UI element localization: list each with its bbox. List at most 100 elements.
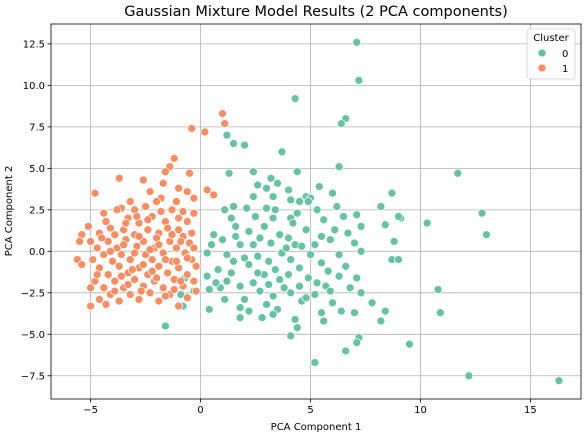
point-cluster-1 — [145, 245, 155, 255]
point-cluster-1 — [154, 261, 164, 271]
point-cluster-0 — [248, 240, 258, 250]
point-cluster-0 — [310, 358, 320, 367]
point-cluster-0 — [222, 276, 232, 286]
point-cluster-0 — [325, 286, 335, 296]
point-cluster-1 — [125, 290, 135, 299]
point-cluster-1 — [130, 248, 139, 258]
point-cluster-0 — [268, 310, 278, 319]
point-cluster-1 — [106, 223, 115, 233]
point-cluster-0 — [422, 218, 432, 228]
point-cluster-0 — [334, 271, 344, 281]
point-cluster-0 — [277, 147, 287, 157]
chart-title: Gaussian Mixture Model Results (2 PCA co… — [124, 4, 508, 20]
point-cluster-0 — [334, 250, 344, 259]
point-cluster-0 — [433, 285, 443, 294]
point-cluster-1 — [139, 175, 148, 185]
point-cluster-1 — [182, 293, 192, 303]
point-cluster-0 — [202, 248, 212, 258]
point-cluster-1 — [158, 283, 168, 293]
point-cluster-1 — [174, 301, 183, 311]
point-cluster-0 — [284, 270, 293, 279]
point-cluster-0 — [284, 233, 293, 243]
point-cluster-0 — [235, 313, 245, 323]
point-cluster-1 — [77, 260, 87, 269]
point-cluster-1 — [88, 255, 98, 264]
point-cluster-1 — [114, 261, 124, 271]
point-cluster-0 — [339, 212, 348, 221]
point-cluster-0 — [273, 178, 282, 188]
point-cluster-0 — [356, 288, 366, 298]
point-cluster-0 — [356, 222, 366, 231]
point-cluster-0 — [251, 212, 260, 221]
point-cluster-0 — [275, 230, 285, 240]
y-tick-label: −7.5 — [21, 371, 45, 382]
point-cluster-1 — [189, 276, 199, 286]
point-cluster-1 — [145, 288, 155, 298]
point-cluster-1 — [147, 266, 157, 276]
point-cluster-0 — [257, 313, 267, 323]
point-cluster-1 — [110, 286, 120, 296]
point-cluster-0 — [341, 346, 351, 356]
point-cluster-0 — [266, 173, 276, 183]
point-cluster-0 — [262, 183, 271, 193]
point-cluster-1 — [136, 286, 146, 296]
point-cluster-1 — [182, 187, 192, 196]
point-cluster-1 — [125, 197, 135, 206]
point-cluster-0 — [352, 338, 362, 347]
point-cluster-0 — [281, 243, 291, 253]
point-cluster-1 — [174, 225, 183, 235]
point-cluster-1 — [106, 246, 115, 256]
point-cluster-0 — [312, 205, 322, 215]
x-tick-label: 10 — [414, 405, 427, 416]
point-cluster-0 — [218, 235, 227, 245]
point-cluster-1 — [134, 295, 144, 304]
legend-marker-1 — [537, 63, 547, 73]
point-cluster-1 — [86, 283, 95, 293]
point-cluster-0 — [244, 306, 254, 316]
point-cluster-1 — [161, 291, 170, 301]
point-cluster-0 — [328, 188, 337, 198]
point-cluster-0 — [270, 265, 280, 274]
point-cluster-1 — [163, 268, 172, 278]
point-cluster-0 — [482, 230, 491, 240]
point-cluster-0 — [317, 232, 326, 241]
point-cluster-0 — [244, 260, 254, 269]
point-cluster-1 — [218, 109, 227, 118]
point-cluster-1 — [114, 296, 124, 306]
point-cluster-0 — [255, 233, 265, 243]
point-cluster-0 — [244, 227, 254, 236]
point-cluster-0 — [288, 218, 298, 228]
plot-frame — [50, 23, 582, 400]
point-cluster-0 — [554, 376, 564, 386]
point-cluster-0 — [248, 167, 258, 177]
point-cluster-0 — [290, 315, 300, 324]
point-cluster-1 — [128, 265, 137, 274]
point-cluster-1 — [202, 185, 212, 195]
point-cluster-0 — [231, 222, 241, 231]
point-cluster-0 — [394, 212, 403, 221]
point-cluster-0 — [235, 303, 245, 313]
point-cluster-1 — [176, 237, 186, 246]
axis-ticks: −5 0 5 10 15 −7.5 −5.0 −2.5 0.0 2.5 5.0 7.5 10.0 12.5 — [21, 39, 537, 416]
point-cluster-0 — [286, 288, 296, 298]
point-cluster-0 — [268, 192, 278, 201]
point-cluster-1 — [185, 168, 194, 178]
point-cluster-0 — [310, 290, 320, 299]
point-cluster-1 — [174, 213, 183, 223]
point-cluster-0 — [248, 278, 258, 288]
point-cluster-0 — [220, 205, 230, 215]
point-cluster-1 — [99, 283, 109, 293]
point-cluster-1 — [189, 208, 199, 218]
point-cluster-1 — [101, 300, 111, 309]
point-cluster-0 — [226, 268, 236, 278]
point-cluster-0 — [226, 213, 236, 223]
point-cluster-1 — [167, 205, 177, 215]
point-cluster-0 — [323, 266, 333, 276]
point-cluster-1 — [132, 212, 142, 221]
y-tick-label: −5.0 — [21, 330, 45, 341]
point-cluster-1 — [182, 217, 192, 226]
point-cluster-1 — [121, 218, 131, 228]
point-cluster-0 — [310, 240, 320, 250]
point-cluster-1 — [187, 228, 197, 238]
